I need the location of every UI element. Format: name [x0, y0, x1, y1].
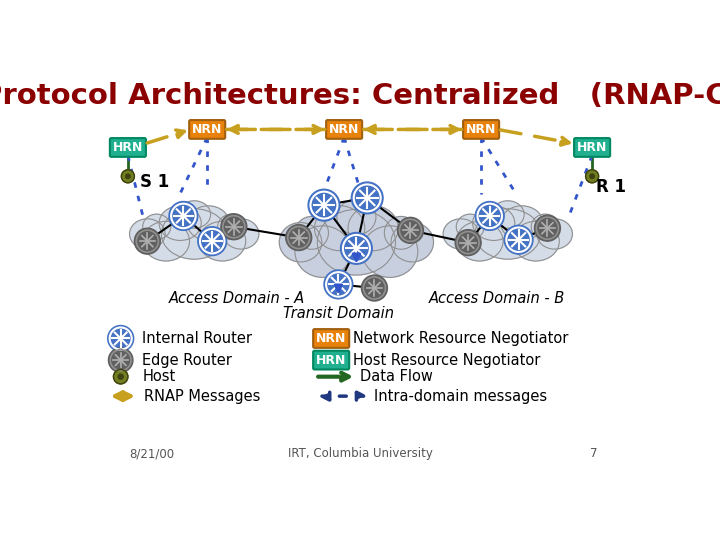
FancyBboxPatch shape — [110, 138, 146, 157]
Ellipse shape — [337, 199, 376, 235]
FancyBboxPatch shape — [189, 120, 225, 139]
Circle shape — [590, 174, 595, 179]
FancyBboxPatch shape — [574, 138, 610, 157]
Text: IRT, Columbia University: IRT, Columbia University — [287, 447, 433, 460]
Circle shape — [125, 174, 130, 179]
Ellipse shape — [472, 206, 515, 240]
Circle shape — [286, 225, 312, 251]
Ellipse shape — [491, 201, 524, 228]
Circle shape — [122, 170, 135, 183]
Text: NRN: NRN — [192, 123, 222, 136]
Text: Transit Domain: Transit Domain — [283, 306, 394, 321]
Circle shape — [455, 230, 481, 255]
FancyBboxPatch shape — [313, 329, 349, 348]
Circle shape — [308, 189, 340, 221]
Circle shape — [361, 275, 387, 301]
Circle shape — [109, 348, 133, 373]
Circle shape — [324, 270, 353, 299]
Circle shape — [534, 215, 560, 241]
Circle shape — [114, 369, 128, 384]
Circle shape — [475, 201, 504, 231]
Ellipse shape — [384, 217, 418, 249]
Ellipse shape — [178, 201, 211, 228]
FancyBboxPatch shape — [313, 351, 349, 369]
Text: Host Resource Negotiator: Host Resource Negotiator — [353, 353, 540, 368]
Circle shape — [397, 218, 423, 244]
Ellipse shape — [279, 222, 322, 262]
Circle shape — [221, 214, 247, 240]
Ellipse shape — [513, 221, 559, 261]
Text: NRN: NRN — [329, 123, 359, 136]
Text: Network Resource Negotiator: Network Resource Negotiator — [353, 331, 568, 346]
Circle shape — [585, 170, 598, 183]
Text: R 1: R 1 — [595, 178, 626, 196]
Text: Intra-domain messages: Intra-domain messages — [374, 389, 547, 403]
Text: HRN: HRN — [316, 354, 346, 367]
Ellipse shape — [295, 217, 328, 249]
Circle shape — [118, 374, 123, 379]
Circle shape — [504, 225, 533, 254]
Ellipse shape — [456, 214, 485, 239]
Text: Data Flow: Data Flow — [360, 369, 433, 384]
Ellipse shape — [315, 206, 365, 251]
Ellipse shape — [456, 221, 503, 261]
Text: HRN: HRN — [113, 141, 143, 154]
Text: Edge Router: Edge Router — [143, 353, 232, 368]
Ellipse shape — [130, 219, 165, 249]
Circle shape — [198, 227, 227, 255]
Circle shape — [341, 233, 372, 264]
Ellipse shape — [362, 226, 418, 278]
Ellipse shape — [391, 222, 433, 262]
Text: Host: Host — [143, 369, 176, 384]
Ellipse shape — [217, 214, 246, 239]
Text: Access Domain - A: Access Domain - A — [169, 292, 305, 306]
Circle shape — [135, 228, 161, 254]
Text: HRN: HRN — [577, 141, 607, 154]
Ellipse shape — [295, 226, 351, 278]
Text: 8/21/00: 8/21/00 — [130, 447, 174, 460]
Ellipse shape — [531, 214, 559, 239]
Ellipse shape — [223, 219, 259, 249]
Text: NRN: NRN — [316, 332, 346, 345]
Ellipse shape — [187, 206, 230, 240]
Circle shape — [351, 182, 383, 214]
Text: NRN: NRN — [466, 123, 496, 136]
Circle shape — [108, 326, 134, 352]
Ellipse shape — [348, 206, 398, 251]
Text: 7: 7 — [590, 447, 598, 460]
FancyBboxPatch shape — [326, 120, 362, 139]
FancyBboxPatch shape — [463, 120, 499, 139]
Ellipse shape — [475, 209, 541, 259]
Ellipse shape — [159, 206, 201, 240]
Ellipse shape — [199, 221, 246, 261]
Ellipse shape — [143, 214, 171, 239]
Ellipse shape — [318, 210, 395, 275]
Text: Internal Router: Internal Router — [143, 331, 252, 346]
Circle shape — [169, 201, 198, 231]
Text: Protocol Architectures: Centralized   (RNAP-C): Protocol Architectures: Centralized (RNA… — [0, 82, 720, 110]
Ellipse shape — [500, 206, 543, 240]
Ellipse shape — [161, 209, 227, 259]
Ellipse shape — [143, 221, 189, 261]
Ellipse shape — [537, 219, 572, 249]
Text: RNAP Messages: RNAP Messages — [144, 389, 260, 403]
Text: Access Domain - B: Access Domain - B — [428, 292, 564, 306]
Ellipse shape — [443, 219, 479, 249]
Text: S 1: S 1 — [140, 173, 169, 191]
